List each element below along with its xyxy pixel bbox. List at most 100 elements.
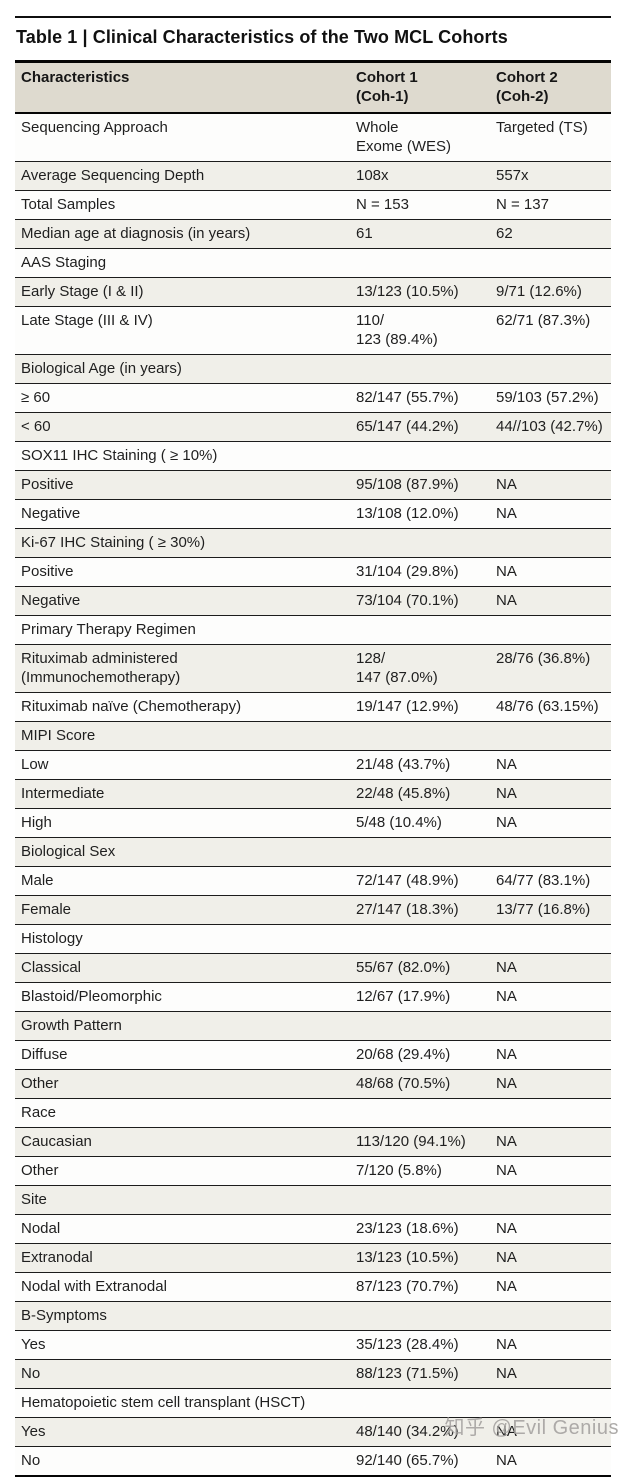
row-cohort1-value: 7/120 (5.8%) (350, 1156, 490, 1186)
row-label: Caucasian (15, 1127, 350, 1157)
row-cohort1-value: 48/68 (70.5%) (350, 1069, 490, 1099)
section-row: Site (15, 1185, 611, 1215)
row-cohort1-value: 113/120 (94.1%) (350, 1127, 490, 1157)
table-row: Late Stage (III & IV) 110/ 123 (89.4%) 62/… (15, 306, 611, 355)
row-cohort2-value: N = 137 (490, 190, 611, 220)
section-label: AAS Staging (15, 248, 611, 278)
row-label: Classical (15, 953, 350, 983)
row-cohort1-value: 22/48 (45.8%) (350, 779, 490, 809)
row-cohort2-value: Targeted (TS) (490, 113, 611, 162)
row-cohort1-value: 13/108 (12.0%) (350, 499, 490, 529)
section-row: Biological Age (in years) (15, 354, 611, 384)
table-row: Positive 31/104 (29.8%) NA (15, 557, 611, 587)
row-label: Diffuse (15, 1040, 350, 1070)
row-cohort2-value: 13/77 (16.8%) (490, 895, 611, 925)
section-row: Race (15, 1098, 611, 1128)
row-cohort1-value: N = 153 (350, 190, 490, 220)
row-cohort1-value: 87/123 (70.7%) (350, 1272, 490, 1302)
table-row: Rituximab naïve (Chemotherapy) 19/147 (12… (15, 692, 611, 722)
table-title: Table 1 | Clinical Characteristics of th… (16, 27, 508, 47)
table-row: Average Sequencing Depth 108x 557x (15, 161, 611, 191)
table-row: Diffuse 20/68 (29.4%) NA (15, 1040, 611, 1070)
row-cohort1-value: 110/ 123 (89.4%) (350, 306, 490, 355)
table-row: Other 7/120 (5.8%) NA (15, 1156, 611, 1186)
table-row: Male 72/147 (48.9%) 64/77 (83.1%) (15, 866, 611, 896)
table-row: No 92/140 (65.7%) NA (15, 1446, 611, 1477)
table-row: Negative 73/104 (70.1%) NA (15, 586, 611, 616)
row-label: No (15, 1359, 350, 1389)
page: { "title": "Table 1 | Clinical Character… (0, 16, 622, 1477)
row-label: Yes (15, 1330, 350, 1360)
row-cohort2-value: 62/71 (87.3%) (490, 306, 611, 355)
table-row: Yes 48/140 (34.2%) NA (15, 1417, 611, 1447)
row-label: Low (15, 750, 350, 780)
row-cohort2-value: NA (490, 750, 611, 780)
row-cohort2-value: 44//103 (42.7%) (490, 412, 611, 442)
row-label: Late Stage (III & IV) (15, 306, 350, 355)
row-label: Positive (15, 470, 350, 500)
table-row: Other 48/68 (70.5%) NA (15, 1069, 611, 1099)
section-row: Ki-67 IHC Staining ( ≥ 30%) (15, 528, 611, 558)
row-cohort2-value: NA (490, 1359, 611, 1389)
section-label: SOX11 IHC Staining ( ≥ 10%) (15, 441, 611, 471)
table-row: Early Stage (I & II) 13/123 (10.5%) 9/71 (… (15, 277, 611, 307)
row-cohort2-value: 9/71 (12.6%) (490, 277, 611, 307)
row-cohort1-value: 61 (350, 219, 490, 249)
row-cohort2-value: 59/103 (57.2%) (490, 383, 611, 413)
section-row: B-Symptoms (15, 1301, 611, 1331)
row-label: Median age at diagnosis (in years) (15, 219, 350, 249)
table-row: Intermediate 22/48 (45.8%) NA (15, 779, 611, 809)
row-label: Nodal with Extranodal (15, 1272, 350, 1302)
row-label: Rituximab naïve (Chemotherapy) (15, 692, 350, 722)
row-cohort1-value: 65/147 (44.2%) (350, 412, 490, 442)
table-row: Caucasian 113/120 (94.1%) NA (15, 1127, 611, 1157)
row-label: Other (15, 1069, 350, 1099)
row-cohort2-value: NA (490, 982, 611, 1012)
row-cohort1-value: 73/104 (70.1%) (350, 586, 490, 616)
row-cohort2-value: NA (490, 1243, 611, 1273)
section-row: Histology (15, 924, 611, 954)
table-row: Nodal with Extranodal 87/123 (70.7%) NA (15, 1272, 611, 1302)
table-body: Sequencing Approach Whole Exome (WES) Targ… (15, 113, 611, 1477)
section-label: Growth Pattern (15, 1011, 611, 1041)
table-row: Extranodal 13/123 (10.5%) NA (15, 1243, 611, 1273)
row-cohort2-value: 62 (490, 219, 611, 249)
row-cohort2-value: NA (490, 1156, 611, 1186)
row-cohort2-value: NA (490, 1417, 611, 1447)
row-cohort1-value: 21/48 (43.7%) (350, 750, 490, 780)
table-row: Median age at diagnosis (in years) 61 62 (15, 219, 611, 249)
row-cohort1-value: 13/123 (10.5%) (350, 1243, 490, 1273)
table-row: Classical 55/67 (82.0%) NA (15, 953, 611, 983)
table-row: Rituximab administered (Immunochemothera… (15, 644, 611, 693)
row-label: High (15, 808, 350, 838)
top-rule (15, 16, 611, 18)
table-row: High 5/48 (10.4%) NA (15, 808, 611, 838)
row-cohort2-value: NA (490, 1272, 611, 1302)
row-cohort2-value: NA (490, 1330, 611, 1360)
row-cohort1-value: 95/108 (87.9%) (350, 470, 490, 500)
row-label: Negative (15, 586, 350, 616)
row-cohort2-value: NA (490, 779, 611, 809)
column-header-cohort1: Cohort 1 (Coh-1) (350, 60, 490, 114)
table-row: Sequencing Approach Whole Exome (WES) Targ… (15, 113, 611, 162)
row-cohort1-value: 35/123 (28.4%) (350, 1330, 490, 1360)
row-cohort1-value: 19/147 (12.9%) (350, 692, 490, 722)
section-row: Growth Pattern (15, 1011, 611, 1041)
section-label: MIPI Score (15, 721, 611, 751)
row-cohort2-value: NA (490, 1040, 611, 1070)
row-cohort2-value: 64/77 (83.1%) (490, 866, 611, 896)
row-cohort2-value: NA (490, 1214, 611, 1244)
row-cohort1-value: 72/147 (48.9%) (350, 866, 490, 896)
row-cohort1-value: 23/123 (18.6%) (350, 1214, 490, 1244)
row-label: Male (15, 866, 350, 896)
table-row: No 88/123 (71.5%) NA (15, 1359, 611, 1389)
row-label: Rituximab administered (Immunochemothera… (15, 644, 350, 693)
row-cohort1-value: 12/67 (17.9%) (350, 982, 490, 1012)
row-label: Average Sequencing Depth (15, 161, 350, 191)
section-label: Race (15, 1098, 611, 1128)
section-row: Biological Sex (15, 837, 611, 867)
row-cohort2-value: NA (490, 499, 611, 529)
section-row: AAS Staging (15, 248, 611, 278)
section-row: Primary Therapy Regimen (15, 615, 611, 645)
section-label: Hematopoietic stem cell transplant (HSCT… (15, 1388, 611, 1418)
